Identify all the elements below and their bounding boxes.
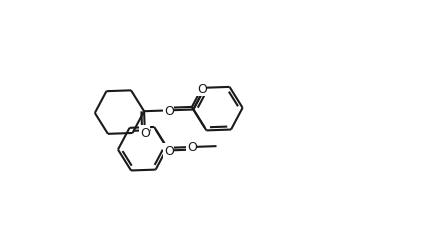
Text: O: O bbox=[187, 141, 197, 154]
Text: O: O bbox=[164, 144, 174, 157]
Text: O: O bbox=[140, 126, 150, 139]
Text: O: O bbox=[164, 104, 174, 117]
Text: O: O bbox=[197, 83, 206, 96]
